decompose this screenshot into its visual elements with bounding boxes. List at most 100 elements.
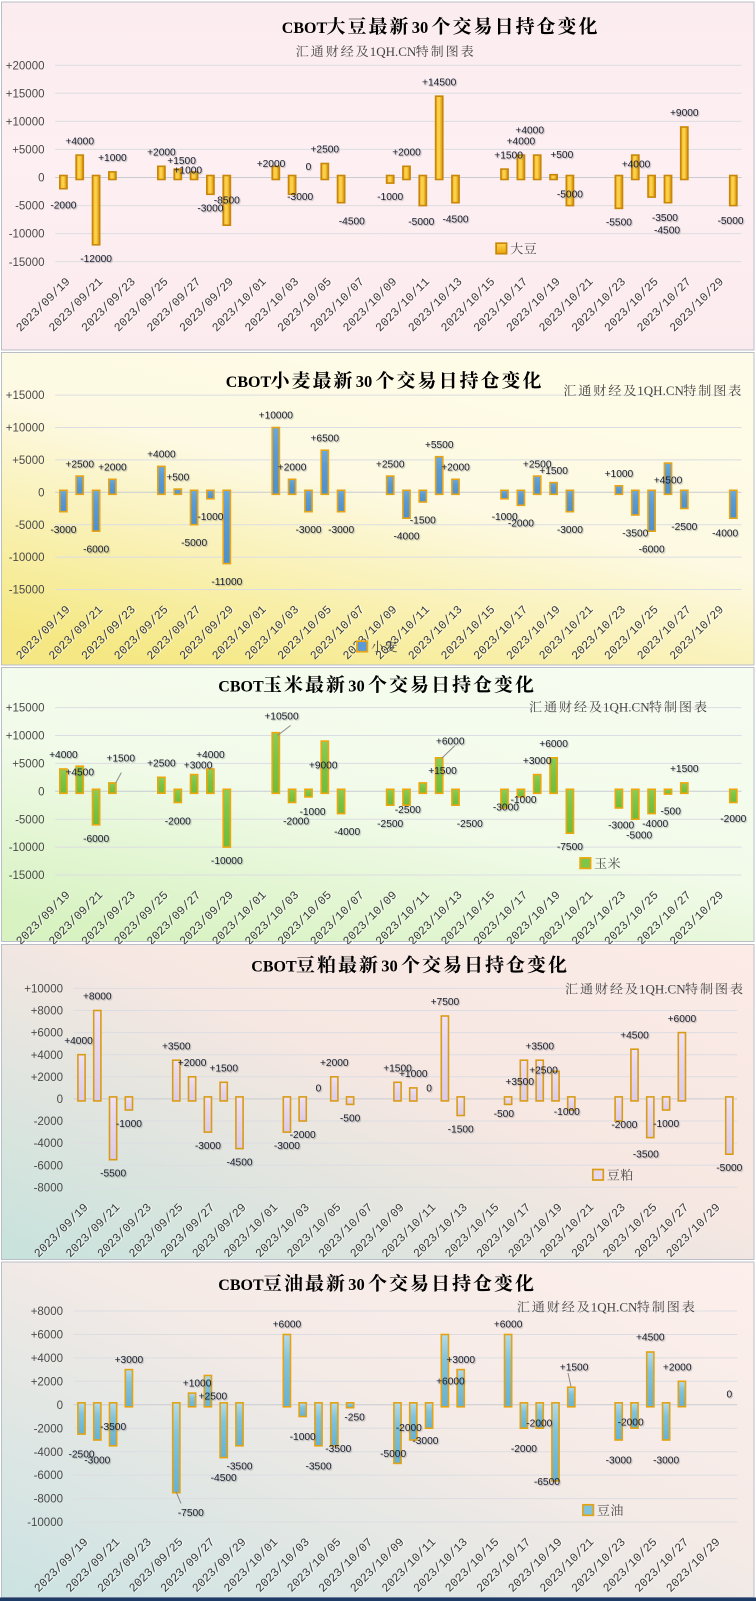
svg-text:-15000: -15000	[9, 870, 45, 882]
svg-text:-2000: -2000	[720, 814, 746, 825]
svg-text:-4000: -4000	[34, 1447, 63, 1459]
svg-text:-3000: -3000	[50, 525, 76, 536]
svg-text:30: 30	[356, 372, 373, 391]
svg-text:-2000: -2000	[396, 1423, 422, 1434]
svg-text:+3500: +3500	[162, 1041, 191, 1052]
svg-text:-6000: -6000	[34, 1160, 63, 1172]
svg-text:CBOT: CBOT	[218, 678, 264, 695]
svg-text:-1000: -1000	[377, 192, 403, 203]
svg-text:-3000: -3000	[606, 1456, 632, 1467]
svg-text:-5000: -5000	[380, 1449, 406, 1460]
svg-text:1QH.CN: 1QH.CN	[639, 982, 686, 997]
svg-text:0: 0	[726, 1389, 732, 1400]
svg-text:-250: -250	[344, 1413, 365, 1424]
svg-text:+1500: +1500	[494, 150, 523, 161]
svg-text:-3500: -3500	[633, 1150, 659, 1161]
svg-text:-3000: -3000	[197, 203, 223, 214]
svg-text:-3000: -3000	[557, 525, 583, 536]
svg-text:+4000: +4000	[31, 1353, 63, 1365]
svg-text:-4000: -4000	[393, 532, 419, 543]
svg-text:-1500: -1500	[410, 515, 436, 526]
svg-text:-2000: -2000	[290, 1130, 316, 1141]
svg-text:+1000: +1000	[605, 469, 634, 480]
svg-text:-10000: -10000	[27, 1517, 63, 1529]
svg-text:+6000: +6000	[668, 1014, 697, 1025]
svg-text:-3000: -3000	[493, 803, 519, 814]
svg-text:+2500: +2500	[147, 759, 176, 770]
svg-text:-4500: -4500	[339, 217, 365, 228]
svg-text:-2000: -2000	[34, 1423, 63, 1435]
svg-text:-2000: -2000	[34, 1116, 63, 1128]
svg-text:-6000: -6000	[83, 545, 109, 556]
svg-text:+6000: +6000	[436, 1377, 465, 1388]
svg-text:-3000: -3000	[653, 1456, 679, 1467]
svg-text:0: 0	[306, 162, 312, 173]
svg-text:+10000: +10000	[24, 984, 63, 996]
svg-text:-2000: -2000	[283, 817, 309, 828]
svg-text:+8000: +8000	[31, 1006, 63, 1018]
svg-text:1QH.CN: 1QH.CN	[591, 1300, 638, 1315]
svg-text:+6000: +6000	[31, 1028, 63, 1040]
svg-text:+4500: +4500	[65, 767, 94, 778]
svg-text:+1500: +1500	[428, 766, 457, 777]
svg-text:0: 0	[38, 786, 44, 798]
svg-text:-2000: -2000	[618, 1418, 644, 1429]
svg-text:-4000: -4000	[712, 528, 738, 539]
svg-text:-3500: -3500	[622, 528, 648, 539]
svg-text:+5000: +5000	[12, 455, 44, 467]
svg-text:-4500: -4500	[226, 1158, 252, 1169]
svg-text:-1500: -1500	[448, 1125, 474, 1136]
svg-text:+1500: +1500	[209, 1064, 238, 1075]
svg-text:-5000: -5000	[557, 190, 583, 201]
svg-text:-4000: -4000	[34, 1138, 63, 1150]
svg-text:+3000: +3000	[184, 760, 213, 771]
svg-text:-3000: -3000	[608, 820, 634, 831]
svg-text:+2000: +2000	[663, 1362, 692, 1373]
svg-text:-2000: -2000	[526, 1419, 552, 1430]
svg-text:-1000: -1000	[299, 807, 325, 818]
svg-text:+1500: +1500	[167, 156, 196, 167]
svg-text:-6000: -6000	[639, 545, 665, 556]
svg-text:+7500: +7500	[431, 997, 460, 1008]
svg-text:0: 0	[426, 1083, 432, 1094]
svg-text:0: 0	[38, 487, 44, 499]
svg-text:+2000: +2000	[147, 148, 176, 159]
svg-text:0: 0	[57, 1094, 63, 1106]
svg-text:-10000: -10000	[9, 552, 45, 564]
svg-text:-1000: -1000	[290, 1432, 316, 1443]
svg-text:+1000: +1000	[183, 1378, 212, 1389]
svg-text:-7500: -7500	[557, 842, 583, 853]
svg-text:-3500: -3500	[305, 1461, 331, 1472]
svg-text:-2000: -2000	[50, 200, 76, 211]
svg-text:+1000: +1000	[399, 1069, 428, 1080]
svg-text:-3500: -3500	[226, 1461, 252, 1472]
svg-text:-5000: -5000	[15, 814, 44, 826]
svg-text:-3000: -3000	[287, 192, 313, 203]
svg-text:+10000: +10000	[6, 117, 45, 129]
svg-text:+3000: +3000	[523, 756, 552, 767]
svg-text:-1000: -1000	[492, 512, 518, 523]
svg-text:30: 30	[348, 1275, 365, 1294]
svg-text:+4000: +4000	[196, 750, 225, 761]
svg-text:+500: +500	[550, 150, 573, 161]
svg-text:-5000: -5000	[15, 520, 44, 532]
svg-text:-8500: -8500	[214, 196, 240, 207]
svg-text:+6000: +6000	[539, 739, 568, 750]
svg-text:-4500: -4500	[442, 214, 468, 225]
svg-text:+4500: +4500	[654, 476, 683, 487]
svg-text:-4500: -4500	[211, 1473, 237, 1484]
svg-text:+9000: +9000	[309, 761, 338, 772]
svg-text:-5500: -5500	[606, 217, 632, 228]
svg-text:+15000: +15000	[6, 88, 45, 100]
svg-text:-3000: -3000	[328, 525, 354, 536]
svg-text:+6000: +6000	[436, 737, 465, 748]
svg-text:+4000: +4000	[31, 1050, 63, 1062]
svg-text:0: 0	[316, 1083, 322, 1094]
svg-text:+2500: +2500	[523, 459, 552, 470]
svg-text:+15000: +15000	[6, 390, 45, 402]
svg-text:+10000: +10000	[6, 731, 45, 743]
svg-text:-2500: -2500	[377, 819, 403, 830]
svg-text:-7500: -7500	[178, 1508, 204, 1519]
svg-text:+2000: +2000	[392, 148, 421, 159]
svg-text:-10000: -10000	[9, 229, 45, 241]
